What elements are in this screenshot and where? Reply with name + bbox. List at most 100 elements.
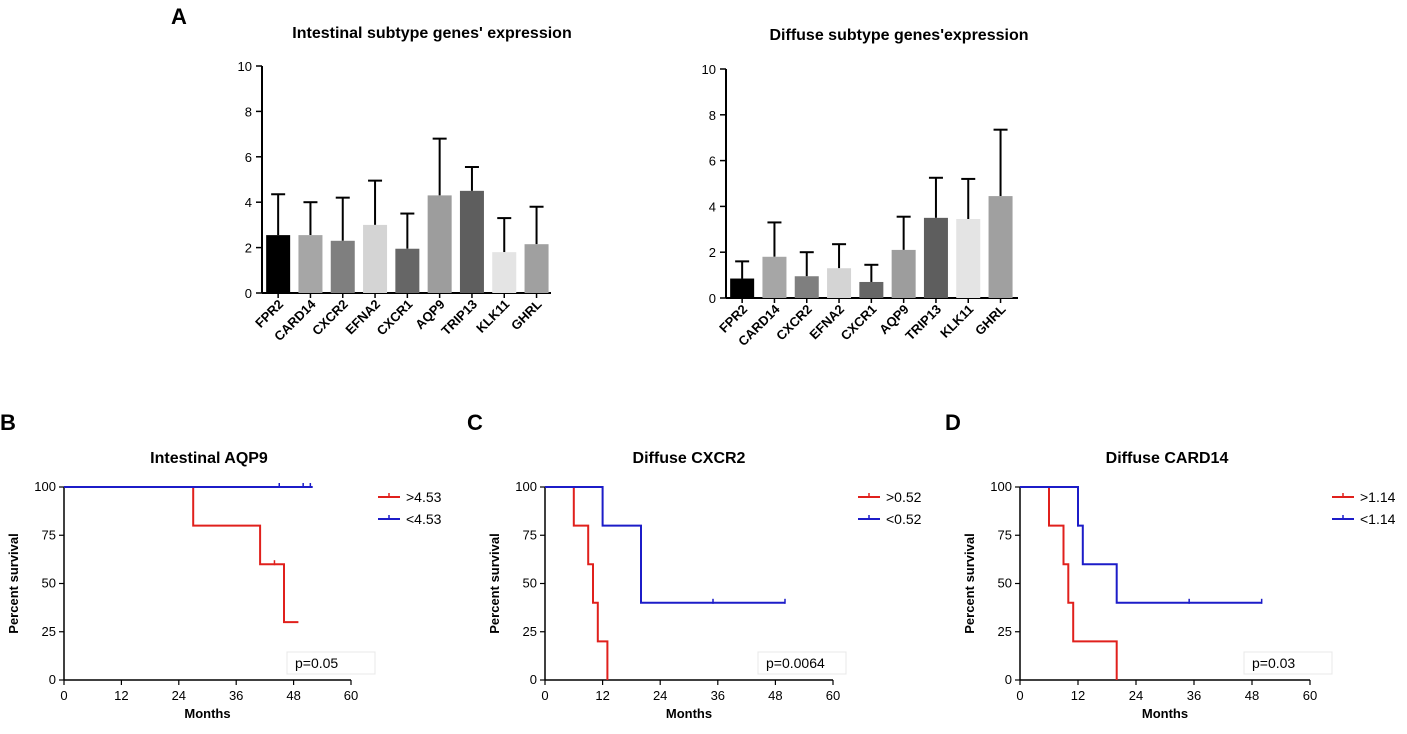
y-tick-label: 6 [709, 154, 716, 169]
y-tick-label: 50 [42, 576, 56, 591]
x-tick-label: CXCR1 [374, 297, 416, 339]
bar-cxcr2 [330, 240, 355, 293]
x-axis-label: Months [666, 706, 712, 721]
y-axis-label: Percent survival [6, 533, 21, 633]
legend-label-1: >0.52 [886, 489, 922, 505]
x-tick-label: GHRL [508, 296, 545, 333]
bar-klk11 [492, 252, 517, 293]
y-tick-label: 6 [245, 150, 252, 165]
survival-chart-diffuse-card14: Diffuse CARD14 0 25 50 75 100 0 12 24 36 48 60 Month… [962, 450, 1396, 721]
series-line-1 [64, 486, 299, 624]
bar-cxcr2 [794, 276, 819, 298]
x-tick-label: 12 [1071, 688, 1085, 703]
bar-cxcr1 [395, 248, 420, 293]
bar-fpr2 [730, 278, 755, 298]
bar-trip13 [459, 190, 484, 293]
x-tick-label: 0 [541, 688, 548, 703]
y-tick-label: 4 [709, 199, 716, 214]
y-tick-label: 0 [1005, 672, 1012, 687]
y-tick-label: 25 [42, 624, 56, 639]
x-tick-label: CXCR2 [773, 302, 815, 344]
x-tick-label: 24 [1129, 688, 1143, 703]
x-tick-label: 36 [229, 688, 243, 703]
chart-title: Intestinal AQP9 [150, 450, 268, 467]
y-tick-label: 10 [702, 62, 716, 77]
y-tick-label: 75 [42, 527, 56, 542]
x-axis-label: Months [184, 706, 230, 721]
x-tick-label: KLK11 [937, 302, 976, 341]
y-tick-label: 25 [998, 624, 1012, 639]
x-tick-label: 48 [1245, 688, 1259, 703]
x-tick-label: 0 [1016, 688, 1023, 703]
bar-chart-intestinal: Intestinal subtype genes' expression 0 2 4 6… [238, 25, 572, 344]
y-tick-label: 4 [245, 195, 252, 210]
x-tick-label: KLK11 [473, 297, 512, 336]
x-tick-label: 12 [114, 688, 128, 703]
y-tick-label: 8 [245, 104, 252, 119]
y-tick-label: 0 [709, 291, 716, 306]
p-value-box [757, 651, 847, 675]
bar-card14 [762, 256, 787, 298]
bar-aqp9 [891, 249, 916, 298]
x-tick-label: 48 [768, 688, 782, 703]
y-tick-label: 50 [523, 576, 537, 591]
bar-efna2 [363, 224, 388, 293]
bar-efna2 [827, 268, 852, 298]
legend-label-1: >4.53 [406, 489, 442, 505]
panel-label-b: B [0, 410, 16, 435]
x-tick-label: 36 [1187, 688, 1201, 703]
y-tick-label: 75 [523, 527, 537, 542]
y-tick-label: 100 [990, 479, 1012, 494]
x-tick-label: 0 [60, 688, 67, 703]
survival-chart-intestinal-aqp9: Intestinal AQP9 0 25 50 75 100 0 12 24 36 48 60 Mont… [6, 450, 442, 721]
y-tick-label: 0 [49, 672, 56, 687]
bar-klk11 [956, 218, 981, 298]
bar-ghrl [988, 196, 1013, 298]
x-tick-label: 24 [172, 688, 186, 703]
x-tick-label: CXCR1 [838, 302, 880, 344]
series-line-1 [1020, 486, 1118, 680]
x-tick-label: 48 [286, 688, 300, 703]
y-tick-label: 75 [998, 527, 1012, 542]
chart-title: Diffuse CARD14 [1106, 450, 1229, 467]
p-value: p=0.03 [1252, 655, 1295, 671]
y-axis-label: Percent survival [487, 533, 502, 633]
y-tick-label: 0 [530, 672, 537, 687]
bar-card14 [298, 235, 323, 293]
series-line-2 [1020, 486, 1262, 604]
bar-fpr2 [266, 235, 291, 293]
legend-label-2: <4.53 [406, 511, 442, 527]
chart-title: Diffuse subtype genes'expression [770, 27, 1029, 44]
p-value-box [1243, 651, 1333, 675]
chart-title: Diffuse CXCR2 [633, 450, 746, 467]
y-tick-label: 2 [709, 245, 716, 260]
y-tick-label: 2 [245, 241, 252, 256]
x-tick-label: 60 [826, 688, 840, 703]
y-tick-label: 50 [998, 576, 1012, 591]
legend-label-2: <1.14 [1360, 511, 1396, 527]
bar-trip13 [923, 217, 948, 298]
y-tick-label: 25 [523, 624, 537, 639]
x-tick-label: TRIP13 [438, 297, 480, 339]
x-tick-label: TRIP13 [902, 302, 944, 344]
panel-label-a: A [171, 4, 187, 29]
legend-label-2: <0.52 [886, 511, 922, 527]
chart-title: Intestinal subtype genes' expression [292, 25, 571, 42]
x-tick-label: 12 [595, 688, 609, 703]
x-tick-label: 60 [1303, 688, 1317, 703]
y-tick-label: 10 [238, 59, 252, 74]
p-value-box [286, 651, 376, 675]
legend-label-1: >1.14 [1360, 489, 1396, 505]
y-tick-label: 0 [245, 286, 252, 301]
p-value: p=0.05 [295, 655, 338, 671]
series-line-1 [545, 486, 609, 680]
x-tick-label: 60 [344, 688, 358, 703]
panel-label-d: D [945, 410, 961, 435]
survival-chart-diffuse-cxcr2: Diffuse CXCR2 0 25 50 75 100 0 12 24 36 48 60 Months… [487, 450, 922, 721]
panel-label-c: C [467, 410, 483, 435]
y-axis-label: Percent survival [962, 533, 977, 633]
y-tick-label: 100 [34, 479, 56, 494]
bar-aqp9 [427, 195, 452, 293]
x-tick-label: GHRL [972, 301, 1009, 338]
